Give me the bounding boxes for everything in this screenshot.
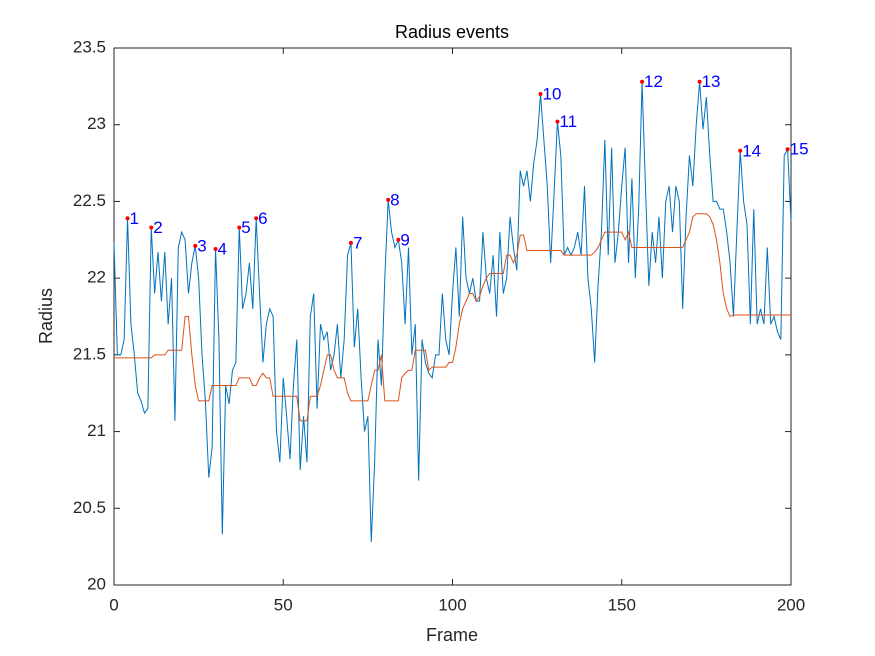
event-label: 7 [353, 233, 362, 252]
x-tick-label: 100 [438, 595, 466, 614]
event-label: 4 [218, 239, 227, 258]
chart-title: Radius events [395, 22, 509, 42]
x-tick-label: 200 [777, 595, 805, 614]
event-label: 12 [644, 72, 663, 91]
event-label: 2 [153, 218, 162, 237]
event-label: 14 [742, 141, 761, 160]
event-label: 8 [390, 190, 399, 209]
event-label: 3 [197, 236, 206, 255]
event-marker [348, 240, 353, 245]
event-marker [386, 197, 391, 202]
event-label: 6 [258, 209, 267, 228]
event-marker [213, 246, 218, 251]
y-tick-label: 20 [87, 574, 106, 593]
event-label: 1 [130, 209, 139, 228]
y-tick-label: 22.5 [73, 191, 106, 210]
event-marker [254, 216, 259, 221]
event-marker [640, 79, 645, 84]
event-marker [193, 243, 198, 248]
event-label: 5 [241, 218, 250, 237]
event-label: 11 [559, 112, 577, 131]
event-marker [538, 92, 543, 97]
y-tick-label: 23.5 [73, 37, 106, 56]
event-marker [785, 147, 790, 152]
x-tick-label: 50 [274, 595, 293, 614]
event-marker [555, 119, 560, 124]
series-line [113, 81, 792, 543]
y-tick-label: 21.5 [73, 344, 106, 363]
y-tick-label: 23 [87, 114, 106, 133]
event-label: 9 [400, 230, 409, 249]
x-axis-label: Frame [426, 625, 478, 645]
series-line [114, 213, 791, 422]
event-marker [396, 237, 401, 242]
event-label: 10 [543, 85, 562, 104]
event-label: 15 [790, 140, 809, 159]
plot-area [113, 47, 792, 586]
event-marker [125, 216, 130, 221]
event-marker [697, 79, 702, 84]
y-tick-label: 22 [87, 268, 106, 287]
x-tick-label: 150 [608, 595, 636, 614]
y-tick-label: 20.5 [73, 498, 106, 517]
event-marker [237, 225, 242, 230]
x-tick-label: 0 [109, 595, 118, 614]
event-marker [738, 148, 743, 153]
y-tick-label: 21 [87, 421, 106, 440]
y-axis-label: Radius [36, 288, 56, 344]
event-label: 13 [702, 72, 721, 91]
event-marker [149, 225, 154, 230]
